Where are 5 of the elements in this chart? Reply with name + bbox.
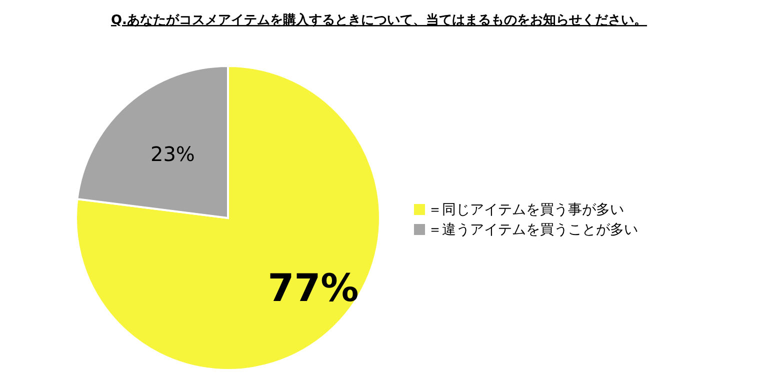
legend-label: ＝同じアイテムを買う事が多い — [428, 202, 624, 218]
chart-title: Q.あなたがコスメアイテムを購入するときについて、当てはまるものをお知らせください。 — [111, 12, 647, 28]
data-label: 77% — [268, 266, 359, 310]
data-label: 23% — [150, 142, 195, 166]
legend-label: ＝違うアイテムを買うことが多い — [428, 222, 638, 238]
